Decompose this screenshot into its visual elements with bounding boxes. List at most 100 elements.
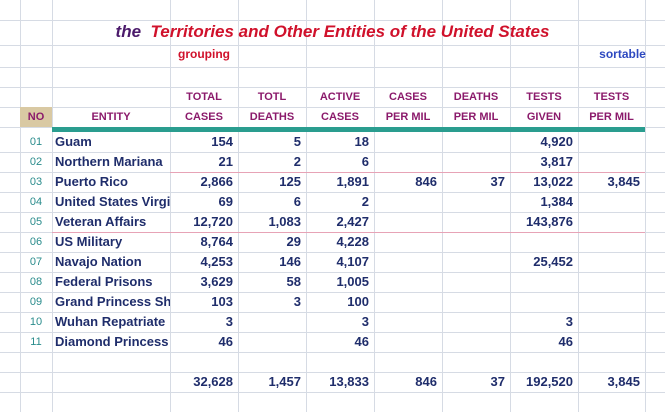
entity-name[interactable]: Puerto Rico — [55, 174, 128, 189]
cell-active-cases: 4,107 — [336, 254, 369, 269]
row-number: 11 — [30, 336, 42, 348]
entity-name[interactable]: Diamond Princess — [55, 334, 169, 349]
header-row1-7[interactable]: TESTS — [526, 91, 562, 103]
header-row2-8[interactable]: PER MIL — [589, 111, 634, 123]
cell-tests-given: 13,022 — [533, 174, 573, 189]
cell-cases-per-mil — [374, 332, 442, 352]
header-row2-0[interactable]: NO — [27, 111, 45, 123]
cell-tests-per-mil: 3,845 — [607, 174, 640, 189]
row-number: 03 — [29, 176, 43, 188]
header-row1-5[interactable]: CASES — [389, 91, 427, 103]
cell-total-cases: 154 — [211, 134, 233, 149]
grid-row-line — [0, 107, 665, 108]
header-row1-6[interactable]: DEATHS — [453, 91, 499, 103]
header-row2-7[interactable]: GIVEN — [526, 111, 562, 123]
cell-cases-per-mil — [374, 252, 442, 272]
cell-total-cases: 3 — [225, 314, 233, 329]
cell-cases-per-mil — [374, 272, 442, 292]
grid-row-line — [0, 312, 665, 313]
row-number: 06 — [29, 236, 43, 248]
cell-tests-per-mil — [578, 152, 645, 172]
grid-row-line — [0, 252, 665, 253]
header-row1-4[interactable]: ACTIVE — [319, 91, 361, 103]
cell-deaths-per-mil — [442, 292, 510, 312]
grid-row-line — [0, 87, 665, 88]
entity-name[interactable]: Veteran Affairs — [55, 214, 147, 229]
grid-row-line — [0, 152, 665, 153]
sortable-label[interactable]: sortable — [599, 47, 646, 61]
total-total-cases: 32,628 — [193, 374, 233, 389]
cell-total-cases: 12,720 — [193, 214, 233, 229]
entity-name[interactable]: Wuhan Repatriate — [55, 314, 166, 329]
cell-deaths-per-mil — [442, 272, 510, 292]
grid-column-line — [578, 0, 579, 412]
header-row2-1[interactable]: ENTITY — [91, 111, 131, 123]
cell-total-deaths: 5 — [293, 134, 301, 149]
grid-column-line — [52, 0, 53, 412]
cell-deaths-per-mil — [442, 312, 510, 332]
cell-total-cases: 3,629 — [200, 274, 233, 289]
cell-tests-per-mil — [578, 272, 645, 292]
grid-row-line — [0, 192, 665, 193]
grid-row-line — [0, 292, 665, 293]
entity-name[interactable]: US Military — [55, 234, 123, 249]
grid-row-line — [0, 392, 665, 393]
cell-cases-per-mil — [374, 232, 442, 252]
cell-tests-given: 25,452 — [533, 254, 573, 269]
cell-tests-given: 3 — [565, 314, 573, 329]
cell-tests-per-mil — [578, 252, 645, 272]
grid-column-line — [170, 0, 171, 412]
entity-name[interactable]: Guam — [55, 134, 92, 149]
header-row2-3[interactable]: DEATHS — [249, 111, 295, 123]
header-row1-8[interactable]: TESTS — [593, 91, 630, 103]
cell-cases-per-mil — [374, 192, 442, 212]
entity-name[interactable]: Federal Prisons — [55, 274, 153, 289]
cell-total-deaths: 6 — [293, 194, 301, 209]
header-row2-2[interactable]: CASES — [185, 111, 223, 123]
title-main: Territories and Other Entities of the Un… — [150, 22, 550, 41]
cell-total-deaths: 2 — [293, 154, 301, 169]
grid-row-line — [0, 45, 665, 46]
cell-tests-per-mil — [578, 332, 645, 352]
no-header-highlight — [20, 107, 52, 127]
grouping-label[interactable]: grouping — [178, 47, 230, 61]
cell-total-deaths: 125 — [279, 174, 301, 189]
cell-cases-per-mil — [374, 212, 442, 232]
cell-cases-per-mil — [374, 152, 442, 172]
header-row2-5[interactable]: PER MIL — [385, 111, 431, 123]
cell-active-cases: 46 — [354, 334, 369, 349]
cell-tests-per-mil — [578, 132, 645, 152]
cell-total-cases: 4,253 — [200, 254, 233, 269]
header-row1-2[interactable]: TOTAL — [186, 91, 222, 103]
cell-total-deaths — [238, 332, 306, 352]
row-number: 07 — [29, 256, 43, 268]
group-separator-line — [170, 172, 645, 173]
row-number: 04 — [29, 196, 43, 208]
cell-cases-per-mil — [374, 312, 442, 332]
cell-tests-per-mil — [578, 232, 645, 252]
grid-column-line — [645, 0, 646, 412]
cell-tests-given: 46 — [558, 334, 573, 349]
header-row1-3[interactable]: TOTL — [257, 91, 287, 103]
cell-deaths-per-mil — [442, 212, 510, 232]
entity-name[interactable]: United States Virgi — [55, 194, 170, 209]
cell-tests-per-mil — [578, 312, 645, 332]
cell-active-cases: 18 — [354, 134, 369, 149]
cell-total-cases: 21 — [218, 154, 233, 169]
entity-name[interactable]: Northern Mariana — [55, 154, 163, 169]
grid-row-line — [0, 332, 665, 333]
cell-tests-given: 3,817 — [540, 154, 573, 169]
grid-row-line — [0, 272, 665, 273]
group-separator-line — [170, 232, 645, 233]
header-row2-4[interactable]: CASES — [321, 111, 359, 123]
title-prefix: the — [115, 22, 142, 41]
cell-total-deaths: 1,083 — [268, 214, 301, 229]
entity-name[interactable]: Grand Princess Shi — [55, 294, 170, 309]
entity-name[interactable]: Navajo Nation — [55, 254, 142, 269]
total-total-deaths: 1,457 — [268, 374, 301, 389]
cell-deaths-per-mil: 37 — [490, 174, 505, 189]
cell-total-deaths: 3 — [293, 294, 301, 309]
grid-column-line — [306, 0, 307, 412]
header-row2-6[interactable]: PER MIL — [453, 111, 499, 123]
